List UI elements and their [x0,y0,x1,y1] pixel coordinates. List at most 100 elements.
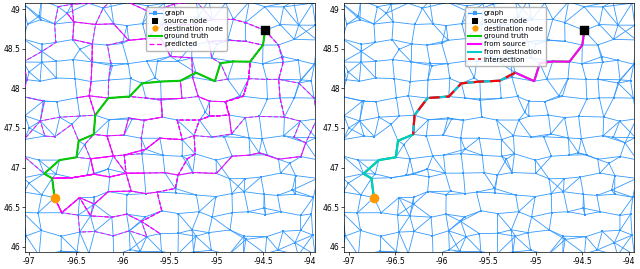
Point [612,253,623,257]
Point [559,20,570,25]
Point [188,75,198,79]
Point [560,39,570,44]
Point [287,188,298,192]
Point [79,142,90,147]
Point [200,110,211,114]
Point [573,151,584,155]
Point [356,193,366,197]
Point [293,253,303,257]
Point [150,76,160,80]
Point [273,77,284,82]
Point [157,22,168,26]
Point [344,70,354,74]
Point [422,96,433,100]
Point [19,190,29,194]
Point [444,247,454,252]
Point [359,134,369,138]
Point [224,113,234,117]
Point [18,176,28,180]
Point [204,99,214,103]
Point [371,76,381,80]
Point [68,57,78,62]
Point [18,250,28,254]
Point [356,42,367,47]
Point [575,175,586,179]
Point [510,234,520,238]
Point [598,5,608,9]
Point [257,136,268,141]
Point [103,96,113,100]
Point [426,215,436,219]
Point [307,1,317,5]
Point [443,38,453,43]
Point [139,118,149,122]
Point [254,114,264,119]
Point [374,158,384,162]
Point [456,81,467,86]
Point [344,126,354,130]
Point [534,61,545,65]
Point [275,171,285,175]
Point [122,193,132,197]
Point [394,114,404,118]
Point [421,134,431,138]
Point [445,189,456,193]
Point [341,77,351,82]
Point [273,248,283,252]
Point [355,228,365,233]
Point [40,134,50,138]
Point [189,22,200,27]
Point [632,158,640,162]
Point [238,253,248,258]
Point [513,210,524,214]
Point [508,133,518,138]
Point [436,41,447,46]
Point [544,38,554,43]
Point [234,94,244,98]
Point [404,214,415,218]
Point [17,94,27,98]
Point [428,253,438,258]
Point [342,22,352,26]
Point [49,196,60,200]
Point [296,228,306,232]
Point [140,215,150,219]
Point [542,38,552,42]
Point [211,171,221,176]
Point [593,157,603,161]
Point [490,37,500,41]
Point [117,41,127,46]
Point [173,231,184,235]
Point [337,176,348,180]
Point [540,1,550,5]
Point [67,176,77,180]
Point [484,54,495,59]
Point [404,157,415,161]
Point [49,22,60,26]
Point [262,77,272,82]
Point [56,234,67,238]
Point [444,94,454,99]
Point [241,39,251,44]
Point [476,97,486,101]
Point [204,39,214,44]
Point [513,94,523,99]
Point [273,193,283,198]
Point [22,77,32,82]
Point [262,97,273,101]
Point [156,79,166,84]
Point [296,78,306,82]
Point [228,17,239,22]
Point [369,134,380,139]
Point [87,60,97,64]
Point [526,135,536,139]
Point [125,76,136,81]
Point [207,17,218,22]
Point [612,58,623,62]
Point [36,193,47,197]
Point [592,248,602,252]
Point [106,61,116,66]
Point [370,172,380,176]
Point [370,40,380,45]
Point [141,234,152,239]
